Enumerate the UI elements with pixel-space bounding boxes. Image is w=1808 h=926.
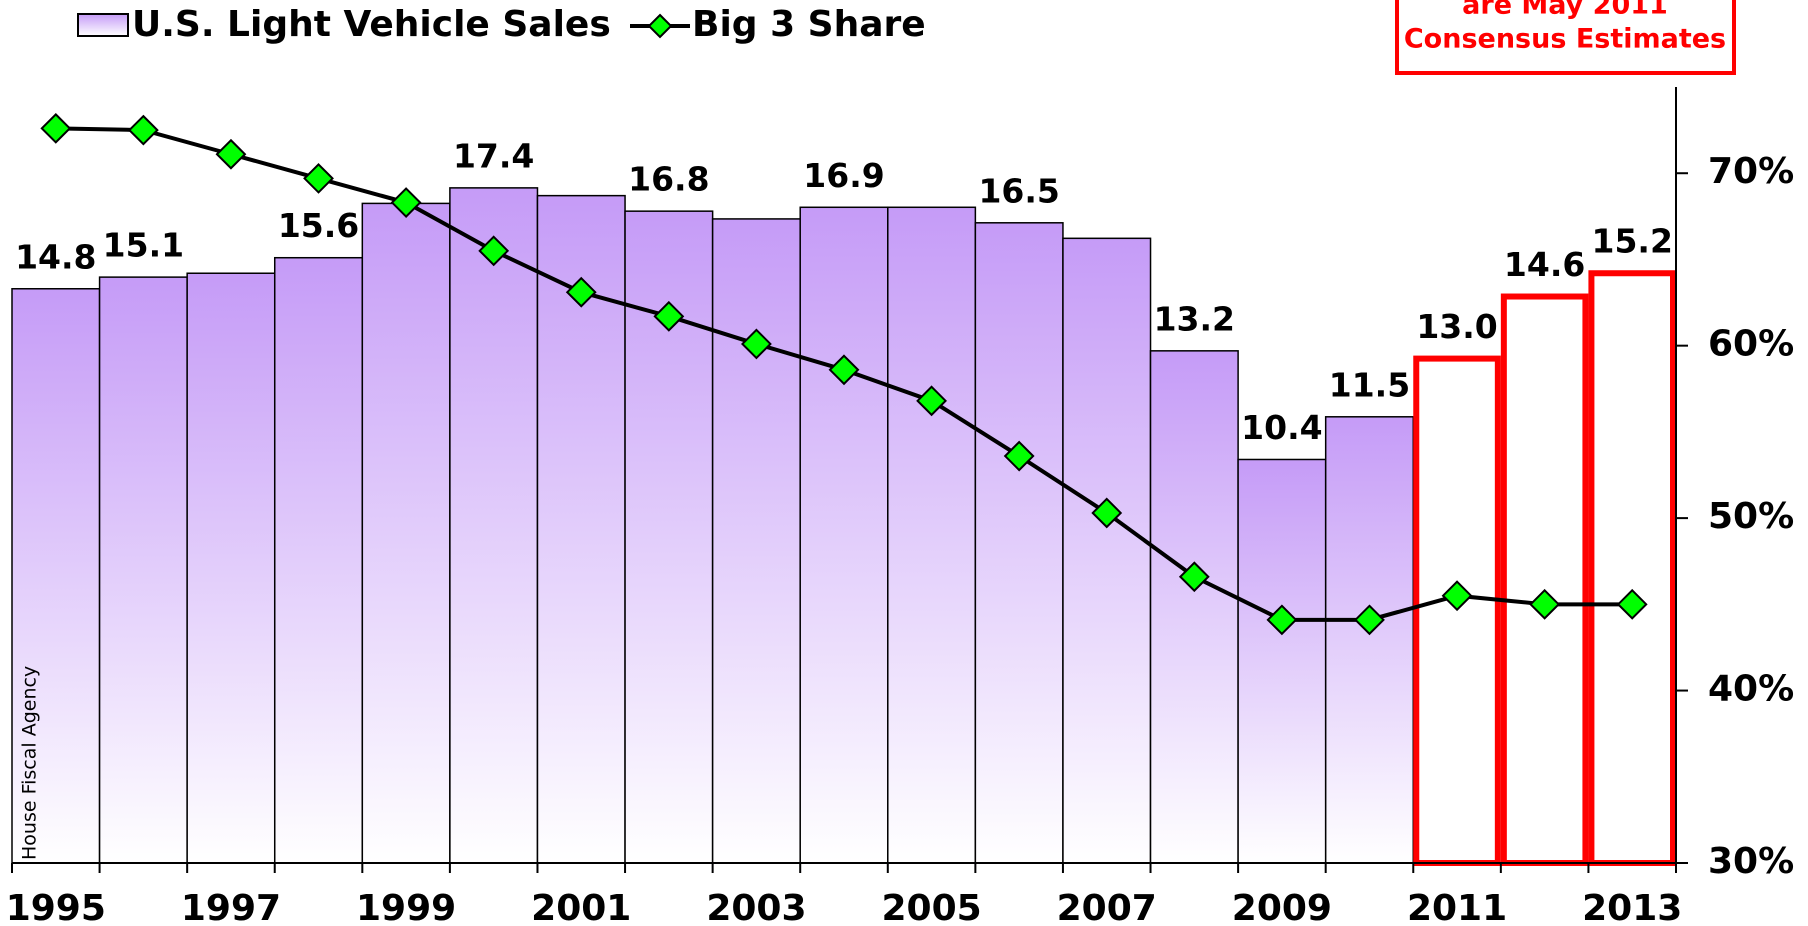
legend-swatch: [77, 13, 129, 37]
bar: [1237, 458, 1327, 864]
bar: [98, 276, 188, 864]
bar: [711, 218, 801, 864]
x-tick-label: 1999: [356, 888, 456, 926]
bar: [1149, 350, 1239, 864]
y2-tick-label: 50%: [1708, 496, 1794, 537]
y2-tick-label: 60%: [1708, 324, 1794, 365]
line-marker: [653, 300, 685, 332]
data-label: 16.5: [978, 171, 1059, 210]
line-marker: [741, 328, 772, 360]
line-marker: [1091, 497, 1123, 529]
x-tick-label: 2013: [1582, 888, 1682, 926]
bar: [1588, 270, 1676, 866]
data-label: 14.6: [1504, 245, 1585, 284]
annotation-box: [1395, 0, 1736, 75]
line-marker: [1266, 604, 1298, 636]
line-marker: [478, 235, 510, 267]
data-label: 15.6: [278, 206, 359, 245]
data-label: 16.9: [803, 156, 884, 195]
y2-tick-label: 40%: [1708, 669, 1794, 710]
line-marker: [1354, 604, 1385, 636]
bar: [799, 206, 889, 864]
line-marker: [1529, 588, 1561, 620]
line-marker: [916, 385, 947, 417]
data-label: 14.8: [15, 237, 96, 276]
data-label: 15.1: [103, 226, 184, 265]
source-note: House Fiscal Agency: [19, 666, 41, 860]
y2-tick-label: 70%: [1708, 151, 1794, 192]
line-marker: [1616, 588, 1648, 620]
line-marker: [390, 187, 422, 218]
x-tick-label: 2009: [1232, 888, 1332, 926]
x-tick-label: 2001: [531, 888, 631, 926]
bar: [186, 272, 276, 864]
data-label: 13.0: [1416, 307, 1497, 346]
x-tick-label: 2005: [881, 888, 981, 926]
line-marker: [215, 138, 247, 170]
data-label: 13.2: [1154, 299, 1235, 338]
bar: [361, 202, 451, 864]
line-marker: [303, 162, 334, 194]
bar: [1062, 237, 1152, 864]
x-tick-label: 2007: [1057, 888, 1157, 926]
bar: [11, 288, 101, 864]
x-tick-label: 2003: [706, 888, 806, 926]
annotation: are May 2011: [1462, 0, 1668, 21]
legend-marker: [647, 13, 673, 39]
line-marker: [1003, 440, 1035, 472]
bar: [1500, 293, 1589, 866]
bar: [273, 256, 364, 864]
line-marker: [828, 354, 860, 386]
data-label: 15.2: [1591, 222, 1672, 261]
bar: [887, 206, 977, 864]
line-marker: [127, 114, 159, 146]
y2-tick-label: 30%: [1708, 841, 1794, 882]
x-tick-label: 2011: [1407, 888, 1507, 926]
x-tick-label: 1995: [6, 888, 106, 926]
bar: [974, 222, 1064, 864]
line-marker: [40, 112, 72, 144]
x-tick-label: 1997: [181, 888, 281, 926]
line-marker: [1441, 580, 1473, 612]
data-label: 10.4: [1241, 408, 1322, 447]
annotation: Consensus Estimates: [1404, 24, 1726, 55]
data-label: 11.5: [1329, 365, 1410, 404]
legend-label: U.S. Light Vehicle Sales: [132, 4, 611, 45]
line-marker: [1178, 561, 1210, 593]
bar: [449, 187, 539, 864]
data-label: 16.8: [628, 160, 709, 199]
legend-label: Big 3 Share: [692, 4, 926, 45]
bar: [1324, 416, 1415, 864]
data-label: 17.4: [453, 136, 534, 175]
line-marker: [565, 276, 597, 308]
